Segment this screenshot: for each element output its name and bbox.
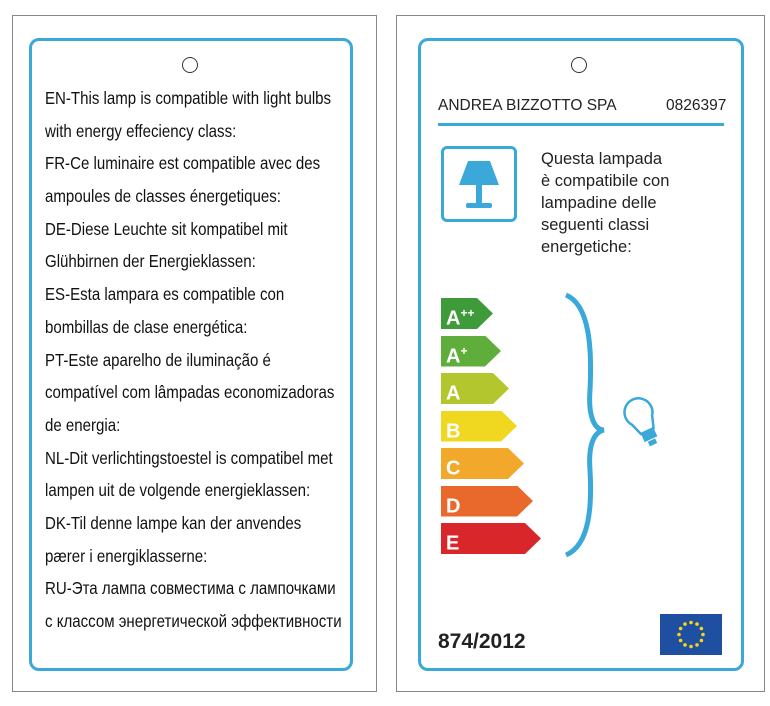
multilingual-text: EN-This lamp is compatible with light bu… (45, 82, 372, 638)
text-line: Glühbirnen der Energieklassen: (45, 251, 256, 272)
class-suffix: + (460, 343, 468, 358)
text-line: FR-Ce luminaire est compatible avec des (45, 153, 321, 174)
star (695, 643, 699, 647)
class-suffix: ++ (460, 306, 475, 320)
text-line: DK-Til denne lampe kan der anvendes (45, 512, 302, 533)
text-line: bombillas de clase energética: (45, 316, 248, 337)
text-line: RU-Эта лампа совместима с лампочками (45, 578, 336, 599)
star (689, 644, 693, 649)
class-letter: B (446, 420, 461, 443)
company-name: ANDREA BIZZOTTO SPA (438, 97, 617, 114)
star (695, 622, 699, 626)
class-letter: A (446, 307, 461, 330)
text-line: lampen uit de volgende energieklassen: (45, 480, 311, 501)
text-line: ampoules de classes énergetiques: (45, 186, 281, 207)
star (677, 632, 681, 637)
brace-icon (564, 292, 605, 558)
star (701, 632, 705, 637)
class-letter: A (446, 345, 461, 368)
star (683, 643, 687, 647)
text-line: PT-Este aparelho de iluminação é (45, 349, 271, 370)
intro-line: energetiche: (541, 238, 632, 256)
energy-class-2: A (441, 373, 509, 404)
text-line: с классом энергетической эффективности (45, 611, 342, 631)
divider (438, 123, 724, 126)
hang-hole (182, 57, 198, 73)
class-letter: C (446, 457, 461, 480)
energy-class-6: E (441, 523, 541, 554)
text-line: with energy effeciency class: (45, 120, 237, 141)
text-line: compatível com lâmpadas economizadoras (45, 382, 335, 403)
star (683, 622, 687, 626)
eu-flag-icon (660, 614, 722, 655)
energy-class-4: C (441, 448, 524, 479)
intro-line: seguenti classi (541, 216, 650, 234)
star (678, 626, 683, 631)
product-code: 0826397 (666, 97, 727, 114)
class-letter: A (446, 382, 461, 405)
lamp-icon (441, 146, 517, 222)
text-line: NL-Dit verlichtingstoestel is compatibel… (45, 447, 333, 468)
text-line: EN-This lamp is compatible with light bu… (45, 88, 332, 108)
text-line: pærer i energiklasserne: (45, 545, 208, 566)
intro-line: Questa lampada (541, 150, 663, 168)
hang-hole (571, 57, 587, 73)
text-line: ES-Esta lampara es compatible con (45, 284, 285, 305)
right-inner-frame (418, 38, 744, 671)
intro-line: è compatibile con (541, 172, 670, 190)
star (699, 638, 704, 643)
intro-text: Questa lampada è compatibile con lampadine… (541, 148, 669, 258)
intro-line: lampadine delle (541, 194, 657, 212)
energy-class-5: D (441, 486, 533, 517)
star (699, 626, 704, 631)
text-line: de energia: (45, 414, 121, 435)
energy-class-3: B (441, 411, 517, 442)
text-line: DE-Diese Leuchte sit kompatibel mit (45, 218, 288, 239)
regulation-number: 874/2012 (438, 630, 526, 653)
star (678, 638, 683, 643)
class-letter: E (446, 532, 460, 555)
class-letter: D (446, 495, 461, 518)
left-inner-frame (29, 38, 353, 671)
left-label-card (12, 15, 377, 692)
star (689, 620, 693, 625)
bulb-icon (623, 397, 658, 447)
